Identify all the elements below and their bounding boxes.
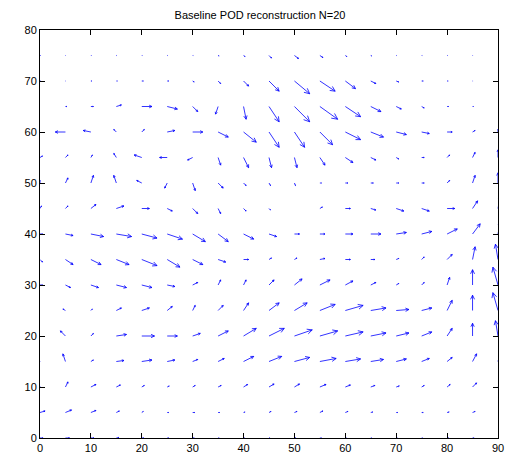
svg-text:Baseline POD reconstruction N=: Baseline POD reconstruction N=20 <box>175 9 346 21</box>
svg-text:40: 40 <box>25 228 37 240</box>
svg-text:90: 90 <box>492 442 504 454</box>
svg-text:10: 10 <box>85 442 97 454</box>
svg-text:10: 10 <box>25 381 37 393</box>
svg-text:50: 50 <box>25 177 37 189</box>
svg-text:40: 40 <box>237 442 249 454</box>
svg-text:70: 70 <box>390 442 402 454</box>
svg-text:20: 20 <box>136 442 148 454</box>
svg-text:0: 0 <box>31 432 37 444</box>
svg-text:30: 30 <box>25 279 37 291</box>
svg-text:20: 20 <box>25 330 37 342</box>
svg-text:70: 70 <box>25 75 37 87</box>
svg-text:80: 80 <box>441 442 453 454</box>
svg-text:30: 30 <box>187 442 199 454</box>
svg-text:0: 0 <box>37 442 43 454</box>
svg-text:50: 50 <box>288 442 300 454</box>
svg-text:60: 60 <box>339 442 351 454</box>
svg-text:80: 80 <box>25 24 37 36</box>
svg-text:60: 60 <box>25 126 37 138</box>
